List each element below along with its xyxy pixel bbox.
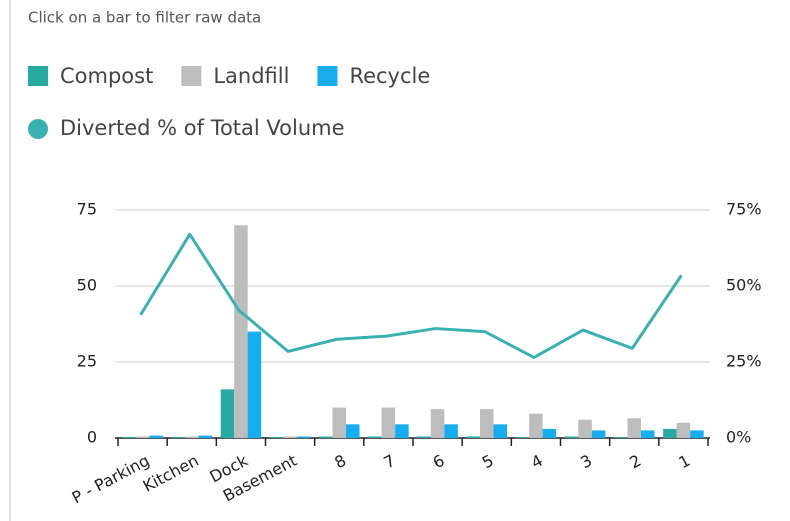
- bar: [234, 225, 248, 438]
- legend-label: Compost: [60, 64, 153, 88]
- line: [139, 232, 683, 359]
- bar: [368, 436, 382, 438]
- legend-label: Recycle: [349, 64, 430, 88]
- legend-swatch: [181, 66, 202, 86]
- bar: [122, 437, 136, 438]
- y-tick-label: 50: [77, 276, 97, 295]
- x-tick-label: 3: [577, 451, 595, 473]
- y2-tick-label: 75%: [726, 200, 762, 219]
- bar: [493, 424, 507, 438]
- x-tick-label: 1: [675, 451, 693, 473]
- bar: [430, 409, 445, 438]
- legend-label: Diverted % of Total Volume: [60, 116, 345, 140]
- x-tick-label: Kitchen: [140, 451, 202, 496]
- bar: [480, 409, 494, 438]
- bar: [171, 437, 185, 438]
- bar: [296, 436, 311, 438]
- bar: [614, 437, 628, 438]
- bar: [395, 424, 409, 438]
- bar: [269, 437, 284, 438]
- x-tick-label: 2: [626, 451, 644, 473]
- bar: [444, 424, 458, 438]
- bar: [332, 407, 346, 438]
- bar: [578, 419, 592, 438]
- bar: [663, 428, 677, 438]
- bar: [564, 436, 579, 438]
- y-tick-label: 75: [77, 200, 97, 219]
- legend-label: Landfill: [213, 64, 289, 88]
- bar: [417, 436, 431, 438]
- bar: [319, 436, 333, 438]
- y2-tick-label: 25%: [726, 352, 762, 371]
- subtitle: Click on a bar to filter raw data: [28, 9, 261, 27]
- x-tick-label: 5: [479, 451, 497, 473]
- bar: [542, 428, 557, 438]
- x-tick-label: 6: [430, 451, 448, 473]
- legend-swatch: [28, 119, 48, 139]
- y2-tick-label: 50%: [726, 276, 762, 295]
- bar: [283, 436, 297, 438]
- bar: [627, 418, 641, 438]
- y2-tick-label: 0%: [726, 428, 751, 447]
- y-tick-label: 0: [87, 428, 97, 447]
- x-tick-label: 4: [528, 451, 546, 473]
- bar: [641, 430, 655, 438]
- bar: [466, 436, 480, 438]
- bar: [515, 437, 530, 438]
- bar: [690, 430, 704, 438]
- bar: [529, 413, 543, 438]
- bar: [149, 435, 163, 438]
- bar: [676, 422, 691, 438]
- bar: [247, 331, 262, 438]
- bar: [220, 389, 235, 438]
- bar: [591, 430, 606, 438]
- x-tick-label: 8: [331, 451, 349, 473]
- bar: [346, 424, 360, 438]
- bar: [135, 436, 150, 438]
- legend-swatch: [317, 66, 338, 86]
- y-tick-label: 25: [77, 352, 97, 371]
- x-tick-label: 7: [380, 451, 398, 473]
- bar: [198, 435, 212, 438]
- bar: [185, 436, 199, 438]
- legend-swatch: [28, 66, 48, 86]
- bar: [381, 407, 396, 438]
